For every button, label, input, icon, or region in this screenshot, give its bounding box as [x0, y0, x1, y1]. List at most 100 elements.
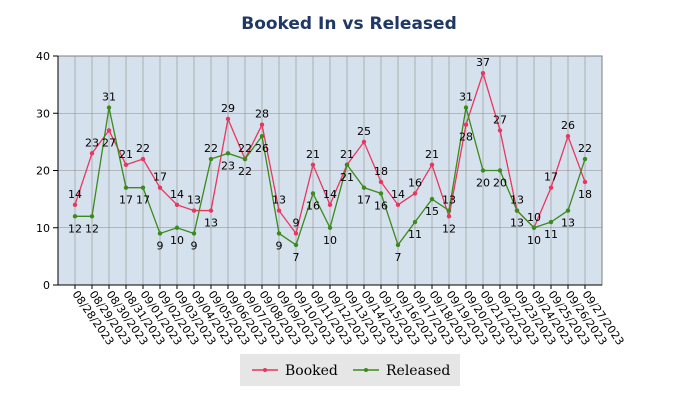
data-label-booked: 28	[255, 108, 269, 121]
data-point-released	[548, 219, 554, 225]
data-point-released	[225, 151, 231, 156]
data-point-booked	[361, 139, 367, 145]
data-label-released: 9	[191, 239, 198, 252]
data-label-released: 12	[85, 222, 99, 235]
data-label-released: 16	[306, 199, 320, 212]
data-point-booked	[429, 162, 435, 167]
data-point-released	[293, 242, 299, 248]
data-point-booked	[72, 202, 78, 208]
data-point-released	[514, 208, 520, 213]
data-point-booked	[463, 122, 469, 127]
data-label-booked: 14	[323, 188, 337, 201]
data-label-booked: 21	[425, 148, 439, 161]
data-point-booked	[276, 208, 282, 213]
axes: 01020304008/28/202308/29/202308/30/20230…	[36, 50, 627, 348]
y-tick-label: 30	[36, 107, 50, 120]
data-point-booked	[208, 208, 214, 213]
data-label-booked: 37	[476, 56, 490, 69]
data-point-booked	[582, 179, 588, 185]
data-point-released	[89, 214, 95, 219]
data-point-released	[174, 225, 180, 230]
data-label-released: 20	[476, 177, 490, 190]
data-point-released	[378, 191, 384, 196]
y-tick-label: 40	[36, 50, 50, 63]
data-label-released: 31	[459, 91, 473, 104]
data-label-booked: 14	[68, 188, 82, 201]
data-label-released: 26	[255, 142, 269, 155]
data-point-released	[531, 225, 537, 230]
data-label-released: 31	[102, 91, 116, 104]
data-label-released: 22	[238, 165, 252, 178]
data-label-booked: 13	[204, 217, 218, 230]
data-label-released: 11	[544, 228, 558, 241]
data-point-booked	[480, 70, 486, 76]
chart-title: Booked In vs Released	[241, 14, 457, 34]
data-label-released: 9	[157, 239, 164, 252]
data-label-booked: 18	[578, 188, 592, 201]
data-label-booked: 21	[340, 148, 354, 161]
data-label-released: 11	[408, 228, 422, 241]
legend-marker-released	[364, 368, 368, 372]
data-label-released: 23	[221, 159, 235, 172]
data-point-booked	[293, 231, 299, 236]
data-point-booked	[191, 208, 197, 213]
data-label-booked: 26	[561, 119, 575, 132]
y-tick-label: 10	[36, 222, 50, 235]
data-label-booked: 28	[459, 131, 473, 144]
data-point-released	[276, 231, 282, 236]
data-point-released	[565, 208, 571, 213]
data-label-booked: 22	[136, 142, 150, 155]
data-label-released: 17	[119, 194, 133, 207]
data-label-released: 13	[442, 194, 456, 207]
data-point-booked	[395, 202, 401, 208]
series-layer	[72, 70, 588, 248]
data-label-booked: 21	[306, 148, 320, 161]
data-label-released: 20	[493, 177, 507, 190]
data-label-booked: 25	[357, 125, 371, 138]
data-label-released: 10	[527, 234, 541, 247]
data-label-booked: 13	[510, 194, 524, 207]
data-label-booked: 12	[442, 222, 456, 235]
data-label-booked: 16	[408, 176, 422, 189]
data-point-released	[327, 225, 333, 230]
data-label-released: 7	[293, 251, 300, 264]
data-label-booked: 17	[153, 171, 167, 184]
data-point-released	[480, 168, 486, 173]
data-point-released	[429, 196, 435, 202]
data-label-released: 22	[204, 142, 218, 155]
legend-label-booked: Booked	[285, 363, 338, 379]
y-tick-label: 20	[36, 165, 50, 178]
data-label-booked: 23	[85, 136, 99, 149]
y-tick-label: 0	[43, 279, 50, 292]
data-point-released	[242, 156, 248, 162]
data-point-booked	[310, 162, 316, 167]
data-label-booked: 22	[238, 142, 252, 155]
data-point-released	[208, 156, 214, 162]
data-point-booked	[123, 162, 129, 167]
data-point-booked	[174, 202, 180, 208]
data-point-released	[395, 242, 401, 248]
legend: Booked Released	[240, 354, 460, 386]
data-label-booked: 21	[119, 148, 133, 161]
data-label-booked: 9	[293, 216, 300, 229]
data-point-released	[157, 231, 163, 236]
legend-marker-booked	[263, 368, 267, 372]
legend-label-released: Released	[386, 363, 450, 379]
data-point-booked	[106, 128, 112, 133]
data-label-released: 15	[425, 205, 439, 218]
data-point-booked	[548, 185, 554, 190]
data-label-released: 16	[374, 199, 388, 212]
data-point-booked	[140, 156, 146, 162]
data-label-released: 22	[578, 142, 592, 155]
data-point-released	[259, 133, 265, 139]
data-label-released: 12	[68, 222, 82, 235]
data-point-released	[497, 168, 503, 173]
data-label-booked: 29	[221, 102, 235, 115]
data-point-booked	[378, 179, 384, 185]
data-point-released	[191, 231, 197, 236]
data-label-booked: 14	[170, 188, 184, 201]
data-point-released	[463, 105, 469, 110]
grid-lines	[58, 56, 602, 285]
data-label-booked: 27	[493, 113, 507, 126]
